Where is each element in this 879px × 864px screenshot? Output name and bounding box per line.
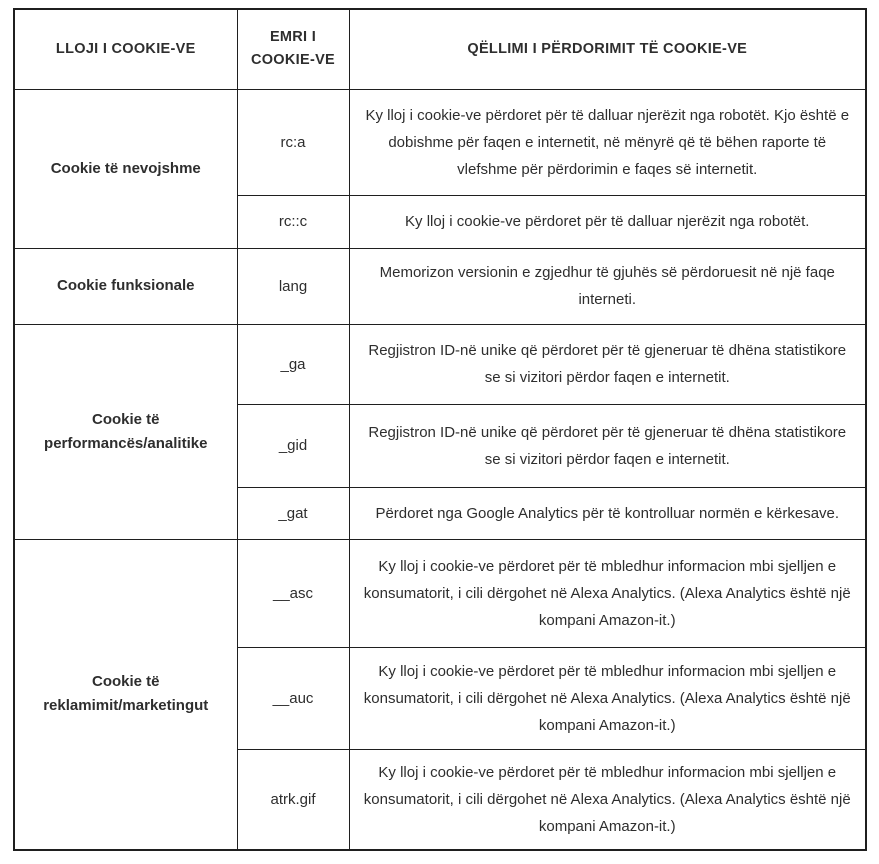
table-row: Cookie të reklamimit/marketingut __asc K…	[13, 538, 867, 851]
cookie-purpose-cell: Regjistron ID-në unike që përdoret për t…	[348, 323, 867, 405]
table-row: Cookie të performancës/analitike _ga Reg…	[13, 323, 867, 540]
cookie-purpose-cell: Ky lloj i cookie-ve përdoret për të mble…	[348, 646, 867, 750]
cookie-name-cell: _gid	[236, 403, 350, 488]
category-necessary: Cookie të nevojshme	[13, 88, 238, 249]
cookie-name-cell: __asc	[236, 538, 350, 648]
cookie-purpose-cell: Përdoret nga Google Analytics për të kon…	[348, 486, 867, 540]
table-row: _gid Regjistron ID-në unike që përdoret …	[14, 403, 867, 488]
category-performance: Cookie të performancës/analitike	[13, 323, 238, 540]
header-cookie-name: EMRI I COOKIE-VE	[236, 8, 350, 90]
cookie-table: LLOJI I COOKIE-VE EMRI I COOKIE-VE QËLLI…	[13, 8, 867, 851]
table-row: Cookie të nevojshme rc:a Ky lloj i cooki…	[13, 88, 867, 249]
cookie-name-cell: __auc	[236, 646, 350, 750]
cookie-purpose-cell: Ky lloj i cookie-ve përdoret për të dall…	[348, 194, 867, 249]
cookie-name-cell: _gat	[236, 486, 350, 540]
category-functional: Cookie funksionale	[13, 247, 238, 325]
cookie-name-cell: atrk.gif	[236, 748, 350, 851]
cookie-name-cell: _ga	[236, 323, 350, 405]
cookie-purpose-cell: Memorizon versionin e zgjedhur të gjuhës…	[348, 247, 867, 325]
table-row: Cookie funksionale lang Memorizon versio…	[13, 247, 867, 325]
cookie-purpose-cell: Ky lloj i cookie-ve përdoret për të mble…	[348, 748, 867, 851]
cookie-name-cell: rc:a	[236, 88, 350, 196]
cookie-purpose-cell: Ky lloj i cookie-ve përdoret për të dall…	[348, 88, 867, 196]
header-cookie-purpose: QËLLIMI I PËRDORIMIT TË COOKIE-VE	[348, 8, 867, 90]
header-cookie-type: LLOJI I COOKIE-VE	[13, 8, 238, 90]
cookie-purpose-cell: Ky lloj i cookie-ve përdoret për të mble…	[348, 538, 867, 648]
cookie-purpose-cell: Regjistron ID-në unike që përdoret për t…	[348, 403, 867, 488]
table-row: atrk.gif Ky lloj i cookie-ve përdoret pë…	[14, 748, 867, 851]
cookie-name-cell: rc::c	[236, 194, 350, 249]
category-marketing: Cookie të reklamimit/marketingut	[13, 538, 238, 851]
table-row: rc::c Ky lloj i cookie-ve përdoret për t…	[14, 194, 867, 249]
table-row: _gat Përdoret nga Google Analytics për t…	[14, 486, 867, 540]
table-row: __auc Ky lloj i cookie-ve përdoret për t…	[14, 646, 867, 750]
cookie-name-cell: lang	[236, 247, 350, 325]
table-header-row: LLOJI I COOKIE-VE EMRI I COOKIE-VE QËLLI…	[13, 8, 867, 90]
